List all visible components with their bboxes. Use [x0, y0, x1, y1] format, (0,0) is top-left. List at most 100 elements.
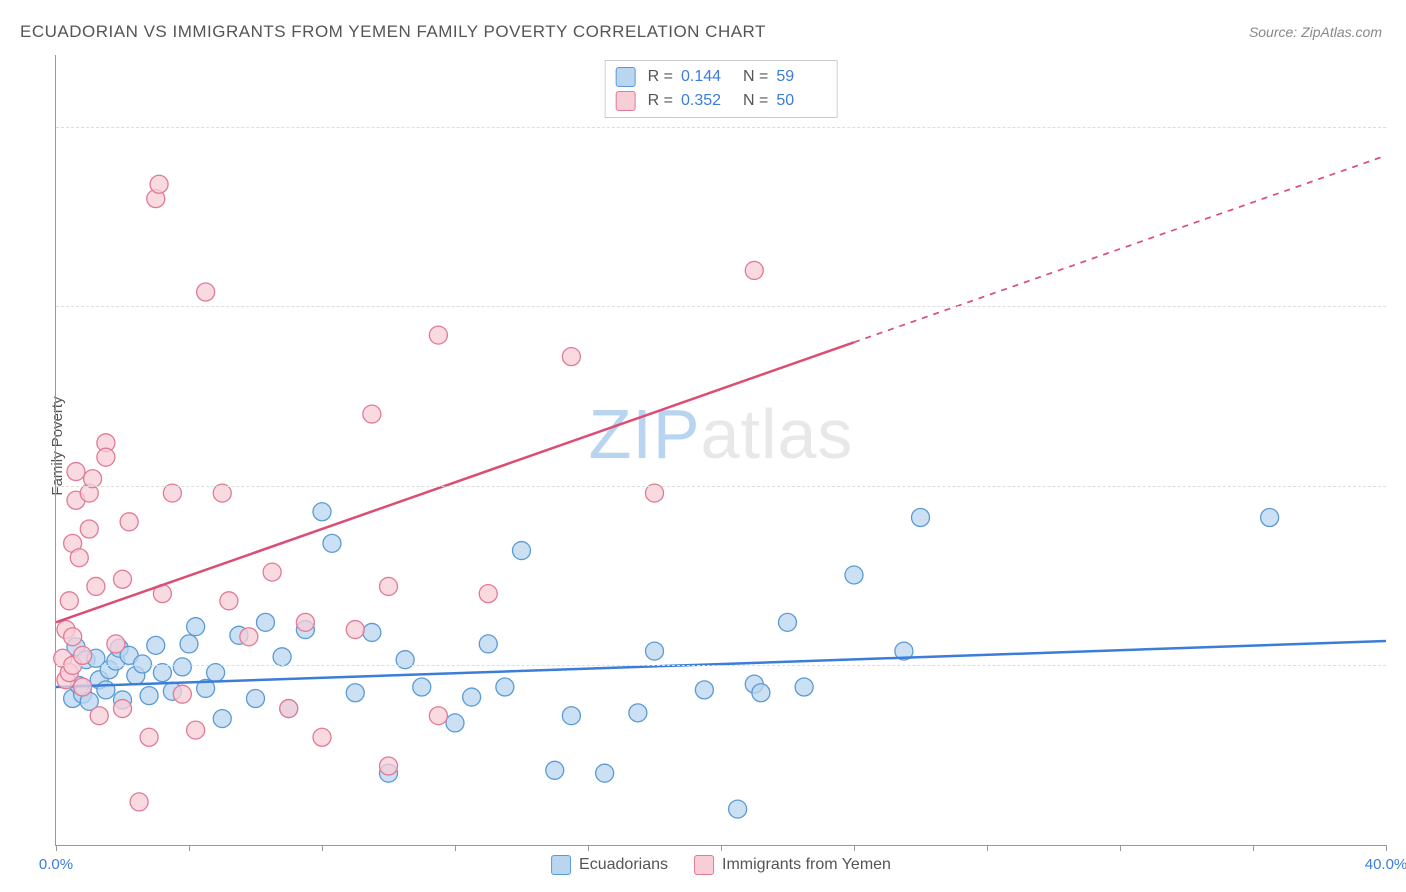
data-point: [120, 513, 138, 531]
x-tick: [854, 845, 855, 851]
n-label: N =: [743, 92, 768, 110]
data-point: [256, 613, 274, 631]
data-point: [180, 635, 198, 653]
data-point: [1261, 509, 1279, 527]
data-point: [380, 757, 398, 775]
x-tick: [455, 845, 456, 851]
data-point: [363, 405, 381, 423]
data-point: [752, 684, 770, 702]
data-point: [140, 728, 158, 746]
data-point: [779, 613, 797, 631]
data-point: [247, 689, 265, 707]
correlation-stats-box: R = 0.144 N = 59 R = 0.352 N = 50: [605, 60, 838, 118]
data-point: [413, 678, 431, 696]
data-point: [80, 520, 98, 538]
legend-swatch-yemen: [694, 855, 714, 875]
r-label: R =: [648, 92, 673, 110]
data-point: [74, 678, 92, 696]
gridline: [56, 127, 1386, 128]
data-point: [795, 678, 813, 696]
data-point: [912, 509, 930, 527]
data-point: [187, 721, 205, 739]
y-tick-label: 37.5%: [1396, 298, 1406, 315]
data-point: [479, 635, 497, 653]
n-value-1: 50: [776, 92, 826, 110]
data-point: [187, 618, 205, 636]
data-point: [513, 542, 531, 560]
n-label: N =: [743, 68, 768, 86]
data-point: [280, 700, 298, 718]
data-point: [346, 684, 364, 702]
data-point: [429, 326, 447, 344]
data-point: [496, 678, 514, 696]
data-point: [114, 570, 132, 588]
data-point: [380, 577, 398, 595]
data-point: [273, 648, 291, 666]
data-point: [130, 793, 148, 811]
x-tick: [56, 845, 57, 851]
swatch-yemen: [616, 91, 636, 111]
n-value-0: 59: [776, 68, 826, 86]
data-point: [546, 761, 564, 779]
data-point: [729, 800, 747, 818]
data-point: [140, 687, 158, 705]
data-point: [173, 658, 191, 676]
data-point: [90, 707, 108, 725]
x-tick: [588, 845, 589, 851]
legend-item-ecuadorians: Ecuadorians: [551, 855, 668, 875]
bottom-legend: Ecuadorians Immigrants from Yemen: [551, 855, 891, 875]
data-point: [240, 628, 258, 646]
r-value-1: 0.352: [681, 92, 731, 110]
x-tick-label: 0.0%: [39, 856, 73, 873]
trend-line: [56, 342, 854, 622]
data-point: [463, 688, 481, 706]
legend-label-ecuadorians: Ecuadorians: [579, 856, 668, 874]
data-point: [695, 681, 713, 699]
data-point: [562, 707, 580, 725]
data-point: [87, 577, 105, 595]
swatch-ecuadorians: [616, 67, 636, 87]
data-point: [220, 592, 238, 610]
chart-title: ECUADORIAN VS IMMIGRANTS FROM YEMEN FAMI…: [20, 22, 766, 42]
gridline: [56, 665, 1386, 666]
r-label: R =: [648, 68, 673, 86]
data-point: [97, 681, 115, 699]
data-point: [97, 448, 115, 466]
data-point: [150, 175, 168, 193]
stats-row-series-0: R = 0.144 N = 59: [616, 65, 827, 89]
data-point: [429, 707, 447, 725]
chart-svg: [56, 55, 1386, 845]
gridline: [56, 486, 1386, 487]
data-point: [629, 704, 647, 722]
x-tick: [1253, 845, 1254, 851]
data-point: [313, 503, 331, 521]
data-point: [323, 534, 341, 552]
data-point: [74, 646, 92, 664]
trend-line: [56, 641, 1386, 687]
data-point: [296, 613, 314, 631]
data-point: [363, 623, 381, 641]
legend-item-yemen: Immigrants from Yemen: [694, 855, 891, 875]
data-point: [114, 700, 132, 718]
x-tick: [1120, 845, 1121, 851]
trend-line-extrapolation: [854, 156, 1386, 343]
data-point: [64, 628, 82, 646]
data-point: [446, 714, 464, 732]
gridline: [56, 306, 1386, 307]
x-tick-label: 40.0%: [1365, 856, 1406, 873]
data-point: [107, 635, 125, 653]
data-point: [479, 585, 497, 603]
y-tick-label: 12.5%: [1396, 657, 1406, 674]
r-value-0: 0.144: [681, 68, 731, 86]
x-tick: [189, 845, 190, 851]
x-tick: [721, 845, 722, 851]
data-point: [173, 685, 191, 703]
data-point: [346, 621, 364, 639]
x-tick: [322, 845, 323, 851]
data-point: [197, 283, 215, 301]
data-point: [67, 463, 85, 481]
data-point: [313, 728, 331, 746]
legend-label-yemen: Immigrants from Yemen: [722, 856, 891, 874]
data-point: [60, 592, 78, 610]
data-point: [70, 549, 88, 567]
